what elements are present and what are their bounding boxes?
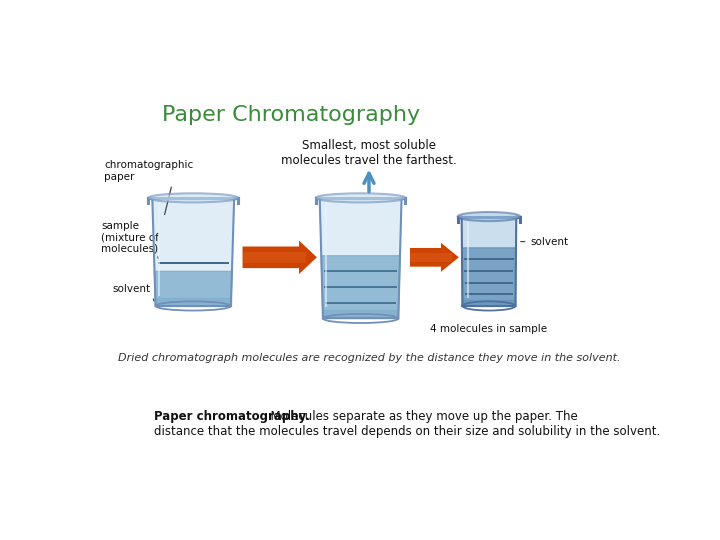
Text: solvent: solvent xyxy=(112,284,154,301)
Polygon shape xyxy=(462,248,516,306)
Polygon shape xyxy=(462,300,516,306)
Text: Smallest, most soluble
molecules travel the farthest.: Smallest, most soluble molecules travel … xyxy=(281,139,457,167)
Text: solvent: solvent xyxy=(521,237,568,247)
Text: distance that the molecules travel depends on their size and solubility in the s: distance that the molecules travel depen… xyxy=(154,425,660,438)
Text: chromatographic
paper: chromatographic paper xyxy=(104,160,193,214)
Polygon shape xyxy=(153,198,234,306)
FancyArrow shape xyxy=(410,253,451,262)
Polygon shape xyxy=(156,299,231,306)
Text: 4 molecules in sample: 4 molecules in sample xyxy=(431,324,547,334)
Polygon shape xyxy=(323,310,398,319)
Ellipse shape xyxy=(458,212,521,221)
FancyArrow shape xyxy=(410,243,459,272)
Text: Dried chromatograph molecules are recognized by the distance they move in the so: Dried chromatograph molecules are recogn… xyxy=(118,353,620,363)
Text: Molecules separate as they move up the paper. The: Molecules separate as they move up the p… xyxy=(263,410,577,423)
FancyArrow shape xyxy=(243,252,306,263)
FancyArrow shape xyxy=(243,240,317,274)
Text: Paper Chromatography: Paper Chromatography xyxy=(162,105,420,125)
Polygon shape xyxy=(320,198,402,319)
Polygon shape xyxy=(321,256,400,319)
Text: Paper chromatography.: Paper chromatography. xyxy=(154,410,310,423)
Ellipse shape xyxy=(148,193,238,202)
Text: sample
(mixture of
molecules): sample (mixture of molecules) xyxy=(101,221,159,259)
Polygon shape xyxy=(155,272,232,306)
Polygon shape xyxy=(462,217,516,306)
Ellipse shape xyxy=(316,193,405,202)
